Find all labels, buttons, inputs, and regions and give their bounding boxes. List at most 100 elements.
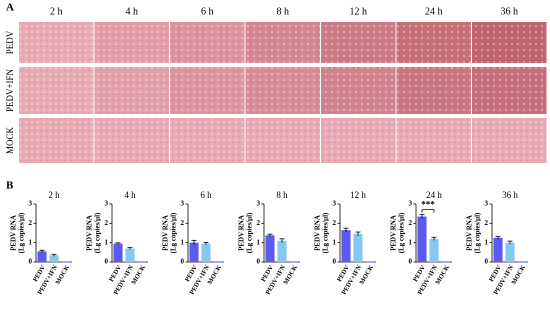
micrograph-texture xyxy=(245,22,320,63)
bar xyxy=(517,261,527,263)
micrograph-texture xyxy=(245,67,320,114)
y-axis-label: PEDV RNA xyxy=(162,215,170,251)
y-tick-label: 1 xyxy=(105,238,109,246)
y-tick-label: 2 xyxy=(181,219,185,227)
bar xyxy=(213,261,223,263)
chart-title: 8 h xyxy=(276,190,288,200)
micrograph-texture xyxy=(472,67,547,114)
chart-title: 36 h xyxy=(502,190,518,200)
annotation: *** xyxy=(421,200,435,210)
y-tick-label: 0 xyxy=(105,258,109,266)
column-header: 4 h xyxy=(126,6,139,17)
y-tick-label: 2 xyxy=(409,219,413,227)
column-header: 8 h xyxy=(277,6,290,17)
row-label: PEDV xyxy=(5,30,15,54)
bar xyxy=(61,261,71,263)
bar xyxy=(277,240,287,262)
y-axis-label: PEDV RNA xyxy=(238,215,246,251)
chart-title: 2 h xyxy=(48,190,60,200)
y-axis-label: (Lg copies/μl) xyxy=(246,212,254,253)
bar xyxy=(365,261,375,263)
y-tick-label: 1 xyxy=(485,238,489,246)
y-tick-label: 0 xyxy=(181,258,185,266)
y-axis-label: PEDV RNA xyxy=(390,215,398,251)
chart-title: 12 h xyxy=(350,190,366,200)
chart-title: 6 h xyxy=(200,190,212,200)
y-tick-label: 0 xyxy=(485,258,489,266)
micrograph-texture xyxy=(321,118,396,163)
y-tick-label: 0 xyxy=(333,258,337,266)
micrograph-texture xyxy=(19,22,94,63)
y-axis-label: (Lg copies/μl) xyxy=(322,212,330,253)
row-label: MOCK xyxy=(5,127,15,155)
y-tick-label: 1 xyxy=(181,238,185,246)
y-tick-label: 1 xyxy=(409,238,413,246)
bar xyxy=(37,251,47,262)
micrograph-texture xyxy=(19,67,94,114)
bar xyxy=(429,238,439,262)
chart-title: 24 h xyxy=(426,190,442,200)
bar xyxy=(113,243,123,262)
column-header: 24 h xyxy=(425,6,443,17)
y-axis-label: (Lg copies/μl) xyxy=(18,212,26,253)
row-label: PEDV+IFN xyxy=(5,68,15,112)
y-tick-label: 1 xyxy=(29,238,33,246)
chart-title: 4 h xyxy=(124,190,136,200)
column-header: 6 h xyxy=(201,6,214,17)
bar xyxy=(353,233,363,262)
y-tick-label: 2 xyxy=(105,219,109,227)
bar xyxy=(505,242,515,262)
panel-label: A xyxy=(6,2,14,14)
bar xyxy=(201,243,211,262)
bar xyxy=(49,255,59,262)
micrograph-texture xyxy=(396,22,471,63)
micrograph-texture xyxy=(321,22,396,63)
micrograph-texture xyxy=(94,118,169,163)
y-axis-label: (Lg copies/μl) xyxy=(474,212,482,253)
bar xyxy=(189,242,199,262)
y-tick-label: 2 xyxy=(29,219,33,227)
micrograph-texture xyxy=(396,67,471,114)
y-tick-label: 3 xyxy=(333,200,337,208)
y-tick-label: 3 xyxy=(485,200,489,208)
y-tick-label: 0 xyxy=(29,258,33,266)
bar xyxy=(493,237,503,262)
bar xyxy=(137,261,147,263)
y-tick-label: 3 xyxy=(181,200,185,208)
bar xyxy=(341,230,351,262)
bar xyxy=(289,261,299,263)
y-tick-label: 3 xyxy=(257,200,261,208)
column-header: 12 h xyxy=(350,6,368,17)
y-axis-label: (Lg copies/μl) xyxy=(398,212,406,253)
column-header: 36 h xyxy=(501,6,519,17)
bar xyxy=(417,216,427,262)
y-axis-label: PEDV RNA xyxy=(314,215,322,251)
micrograph-texture xyxy=(245,118,320,163)
y-tick-label: 3 xyxy=(105,200,109,208)
micrograph-texture xyxy=(19,118,94,163)
y-tick-label: 0 xyxy=(409,258,413,266)
column-header: 2 h xyxy=(50,6,63,17)
y-tick-label: 0 xyxy=(257,258,261,266)
significance-bracket xyxy=(421,209,435,213)
micrograph-texture xyxy=(321,67,396,114)
panel-label: B xyxy=(6,180,14,192)
y-tick-label: 2 xyxy=(485,219,489,227)
micrograph-texture xyxy=(472,118,547,163)
micrograph-texture xyxy=(170,22,245,63)
y-axis-label: PEDV RNA xyxy=(10,215,18,251)
y-tick-label: 1 xyxy=(333,238,337,246)
bar xyxy=(125,248,135,262)
y-axis-label: (Lg copies/μl) xyxy=(94,212,102,253)
y-axis-label: PEDV RNA xyxy=(466,215,474,251)
micrograph-texture xyxy=(472,22,547,63)
y-tick-label: 3 xyxy=(29,200,33,208)
micrograph-texture xyxy=(94,67,169,114)
y-axis-label: PEDV RNA xyxy=(86,215,94,251)
micrograph-texture xyxy=(170,118,245,163)
bar xyxy=(441,261,451,263)
bar xyxy=(265,235,275,262)
y-tick-label: 3 xyxy=(409,200,413,208)
micrograph-texture xyxy=(170,67,245,114)
